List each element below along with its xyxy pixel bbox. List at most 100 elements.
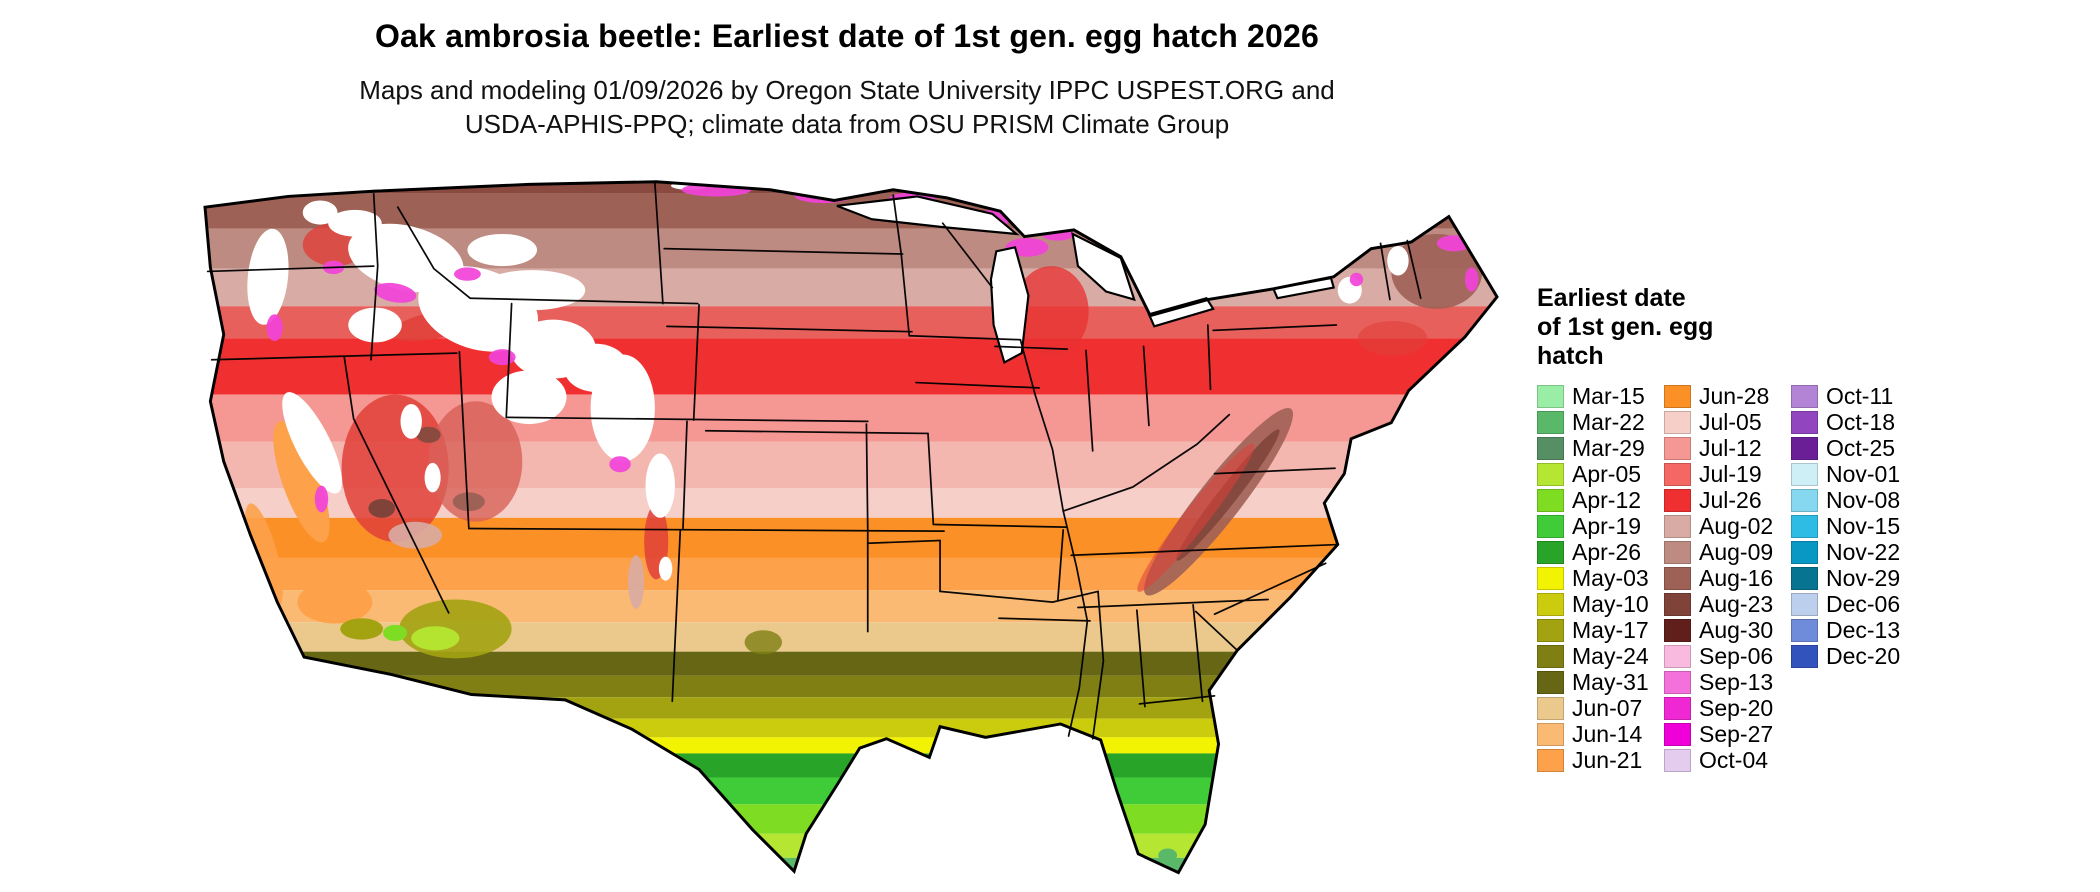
legend-swatch-aug-09 bbox=[1664, 540, 1691, 564]
legend-swatch-oct-04 bbox=[1664, 748, 1691, 772]
legend-swatch-nov-29 bbox=[1791, 566, 1818, 590]
legend-entry: Nov-01 bbox=[1791, 461, 1918, 487]
legend-swatch-aug-16 bbox=[1664, 566, 1691, 590]
legend-column-1: Mar-15 Mar-22 Mar-29 Apr-05 Apr-12 Apr-19 Apr-… bbox=[1537, 383, 1664, 773]
legend-swatch-may-03 bbox=[1537, 566, 1564, 590]
page-title: Oak ambrosia beetle: Earliest date of 1s… bbox=[374, 18, 1320, 54]
legend-column-2: Jun-28 Jul-05 Jul-12 Jul-19 Jul-26 Aug-02 Aug-… bbox=[1664, 383, 1791, 773]
legend-swatch-may-31 bbox=[1537, 670, 1564, 694]
western-terrain-patches bbox=[244, 223, 783, 659]
legend-entry: Sep-06 bbox=[1664, 643, 1791, 669]
legend-columns: Mar-15 Mar-22 Mar-29 Apr-05 Apr-12 Apr-19 Apr-… bbox=[1537, 383, 2097, 773]
legend-label: Oct-11 bbox=[1826, 382, 1894, 409]
legend-entry: Nov-08 bbox=[1791, 487, 1918, 513]
legend-swatch-dec-20 bbox=[1791, 644, 1818, 668]
legend-label: Nov-08 bbox=[1826, 486, 1901, 513]
legend-entry: Aug-30 bbox=[1664, 617, 1791, 643]
legend-swatch-mar-22 bbox=[1537, 410, 1564, 434]
legend-label: Mar-15 bbox=[1572, 382, 1645, 409]
legend-label: Aug-16 bbox=[1699, 564, 1774, 591]
legend-swatch-mar-29 bbox=[1537, 436, 1564, 460]
legend-entry: Jul-19 bbox=[1664, 461, 1791, 487]
legend-swatch-aug-02 bbox=[1664, 514, 1691, 538]
legend-entry: Apr-12 bbox=[1537, 487, 1664, 513]
legend-entry: Mar-15 bbox=[1537, 383, 1664, 409]
legend-label: Jul-19 bbox=[1699, 460, 1762, 487]
legend-entry: Apr-05 bbox=[1537, 461, 1664, 487]
legend-entry: Dec-13 bbox=[1791, 617, 1918, 643]
legend-swatch-nov-01 bbox=[1791, 462, 1818, 486]
legend-swatch-oct-18 bbox=[1791, 410, 1818, 434]
legend-entry: Nov-22 bbox=[1791, 539, 1918, 565]
legend-swatch-may-24 bbox=[1537, 644, 1564, 668]
legend-label: Jun-14 bbox=[1572, 720, 1643, 747]
legend-label: May-10 bbox=[1572, 590, 1649, 617]
legend-entry: Apr-26 bbox=[1537, 539, 1664, 565]
legend-entry: Aug-16 bbox=[1664, 565, 1791, 591]
legend-entry: Aug-02 bbox=[1664, 513, 1791, 539]
legend-entry: May-31 bbox=[1537, 669, 1664, 695]
legend-swatch-jul-05 bbox=[1664, 410, 1691, 434]
legend-label: Jul-26 bbox=[1699, 486, 1762, 513]
legend-label: Apr-05 bbox=[1572, 460, 1642, 487]
subtitle-line-1: Maps and modeling 01/09/2026 by Oregon S… bbox=[359, 75, 1335, 105]
legend-title: Earliest date of 1st gen. egg hatch bbox=[1537, 284, 2097, 371]
legend-swatch-nov-08 bbox=[1791, 488, 1818, 512]
legend-entry: May-24 bbox=[1537, 643, 1664, 669]
legend-entry: Dec-20 bbox=[1791, 643, 1918, 669]
legend-swatch-jun-28 bbox=[1664, 384, 1691, 408]
legend-swatch-apr-05 bbox=[1537, 462, 1564, 486]
legend-label: Aug-23 bbox=[1699, 590, 1774, 617]
legend-entry: Jul-05 bbox=[1664, 409, 1791, 435]
legend-label: Oct-25 bbox=[1826, 434, 1896, 461]
us-map-svg bbox=[203, 180, 1499, 875]
legend-title-line-1: Earliest date bbox=[1537, 284, 1686, 312]
legend-swatch-dec-13 bbox=[1791, 618, 1818, 642]
legend-label: Jun-21 bbox=[1572, 746, 1643, 773]
legend-entry: May-17 bbox=[1537, 617, 1664, 643]
legend-entry: Aug-23 bbox=[1664, 591, 1791, 617]
legend-label: May-24 bbox=[1572, 642, 1649, 669]
legend-label: Mar-22 bbox=[1572, 408, 1645, 435]
legend-entry: Aug-09 bbox=[1664, 539, 1791, 565]
legend-entry: Jun-28 bbox=[1664, 383, 1791, 409]
legend-label: Apr-19 bbox=[1572, 512, 1642, 539]
legend-label: Sep-06 bbox=[1699, 642, 1774, 669]
legend-label: Sep-20 bbox=[1699, 694, 1774, 721]
legend-column-3: Oct-11 Oct-18 Oct-25 Nov-01 Nov-08 Nov-15 Nov-… bbox=[1791, 383, 1918, 773]
legend-entry: Mar-29 bbox=[1537, 435, 1664, 461]
legend-label: Aug-09 bbox=[1699, 538, 1774, 565]
legend-label: May-17 bbox=[1572, 616, 1649, 643]
legend-swatch-jun-07 bbox=[1537, 696, 1564, 720]
legend-label: Nov-29 bbox=[1826, 564, 1901, 591]
legend-entry: Mar-22 bbox=[1537, 409, 1664, 435]
legend-label: Oct-04 bbox=[1699, 746, 1769, 773]
legend-label: May-31 bbox=[1572, 668, 1649, 695]
legend-swatch-aug-30 bbox=[1664, 618, 1691, 642]
legend-entry: Sep-27 bbox=[1664, 721, 1791, 747]
legend-label: Aug-30 bbox=[1699, 616, 1774, 643]
legend-swatch-may-17 bbox=[1537, 618, 1564, 642]
subtitle-line-2: USDA-APHIS-PPQ; climate data from OSU PR… bbox=[464, 109, 1230, 139]
legend-swatch-jul-12 bbox=[1664, 436, 1691, 460]
legend-label: Nov-01 bbox=[1826, 460, 1901, 487]
legend-label: Apr-12 bbox=[1572, 486, 1642, 513]
legend-swatch-nov-22 bbox=[1791, 540, 1818, 564]
legend-swatch-apr-12 bbox=[1537, 488, 1564, 512]
legend-swatch-aug-23 bbox=[1664, 592, 1691, 616]
legend-swatch-apr-19 bbox=[1537, 514, 1564, 538]
legend-entry: Sep-13 bbox=[1664, 669, 1791, 695]
legend-label: Apr-26 bbox=[1572, 538, 1642, 565]
legend-swatch-jun-14 bbox=[1537, 722, 1564, 746]
legend-swatch-nov-15 bbox=[1791, 514, 1818, 538]
legend-label: Jul-12 bbox=[1699, 434, 1762, 461]
eastern-terrain-patches bbox=[1013, 233, 1483, 862]
legend-label: Nov-22 bbox=[1826, 538, 1901, 565]
legend-swatch-apr-26 bbox=[1537, 540, 1564, 564]
snow-white-regions bbox=[247, 181, 1409, 581]
map-fill bbox=[205, 181, 1498, 873]
legend: Earliest date of 1st gen. egg hatch Mar-… bbox=[1537, 284, 2097, 773]
legend-entry: Jul-26 bbox=[1664, 487, 1791, 513]
legend-swatch-dec-06 bbox=[1791, 592, 1818, 616]
legend-swatch-oct-11 bbox=[1791, 384, 1818, 408]
